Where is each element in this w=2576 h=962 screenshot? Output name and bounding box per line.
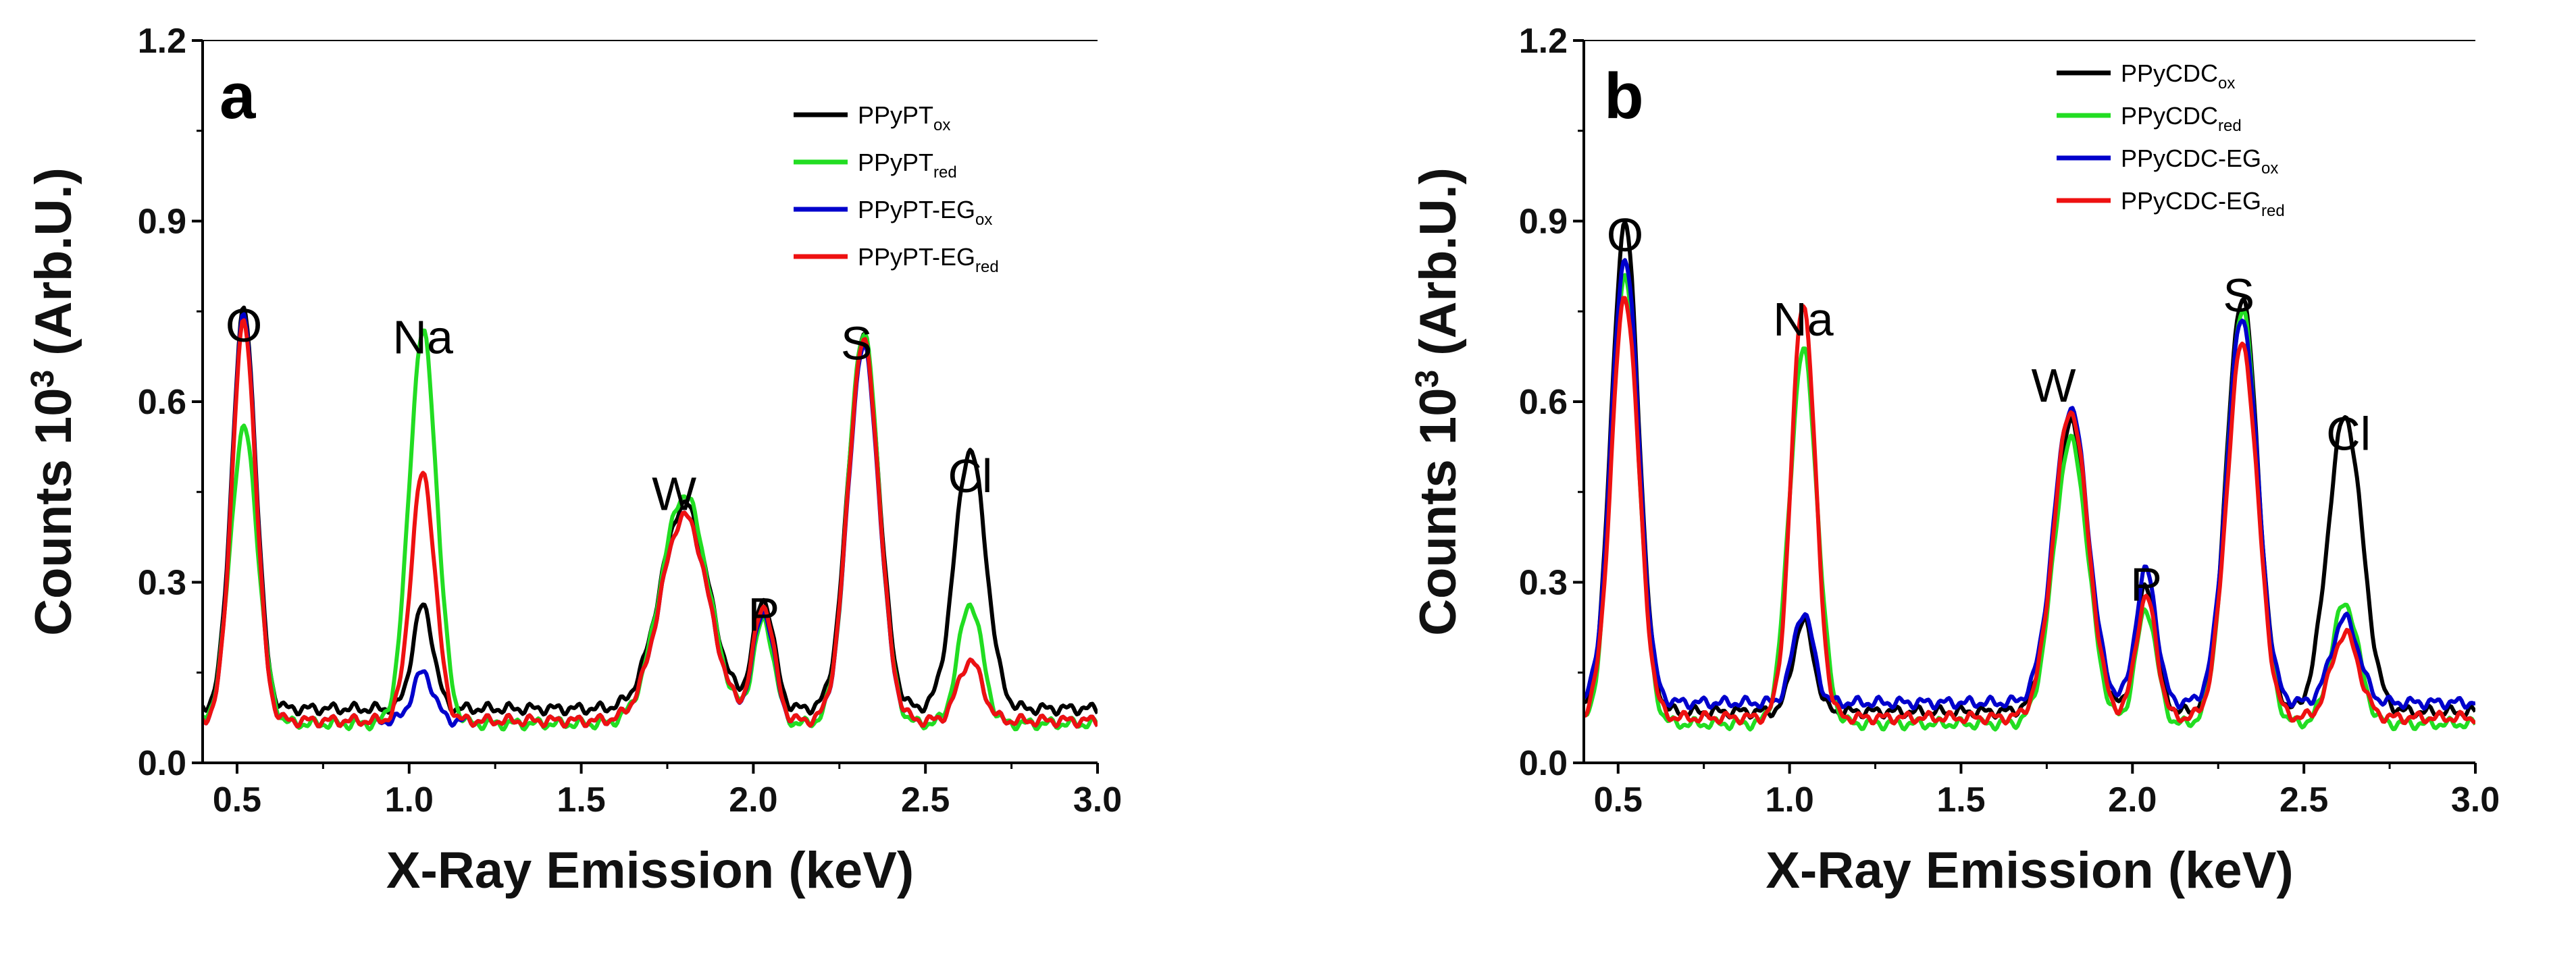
panel-b-peak-label-o: O <box>1607 209 1643 261</box>
panel-b-legend-label: PPyCDC-EGred <box>2121 187 2285 220</box>
panel-b-series-ppycdc-eg-red <box>1584 296 2475 726</box>
panel-a-peak-label-w: W <box>652 468 696 520</box>
panel-b-legend-label: PPyCDC-EGox <box>2121 144 2278 178</box>
panel-b-legend-label: PPyCDCox <box>2121 59 2235 92</box>
panel-b-peak-label-na: Na <box>1773 293 1834 346</box>
panel-a: 0.5 1.0 1.5 2.0 2.5 3.0 0.0 0.3 0.6 0.9 1.2 X-Ray E… <box>25 22 1123 899</box>
panel-a-x-tick-label: 2.0 <box>729 780 777 820</box>
panel-a-legend-label: PPyPT-EGred <box>858 243 999 276</box>
panel-a-x-tick-label: 1.5 <box>557 780 605 820</box>
panel-a-y-tick-label: 0.9 <box>138 203 186 242</box>
panel-b: 0.5 1.0 1.5 2.0 2.5 3.0 0.0 0.3 0.6 0.9 1.2 X-Ray E… <box>1410 22 2500 899</box>
panel-b-x-tick-label: 3.0 <box>2451 780 2500 820</box>
panel-b-letter: b <box>1604 60 1644 132</box>
panel-b-y-tick-label: 0.3 <box>1519 564 1568 603</box>
panel-b-x-tick-label: 2.5 <box>2279 780 2328 820</box>
panel-b-y-tick-label: 1.2 <box>1519 22 1568 61</box>
panel-a-series-ppypt-eg-ox <box>203 312 1098 729</box>
panel-a-series-ppypt-eg-red <box>203 318 1098 729</box>
panel-b-series-ppycdc-red <box>1584 273 2475 732</box>
panel-a-letter: a <box>220 60 256 132</box>
panel-a-y-tick-label: 1.2 <box>138 22 186 61</box>
panel-b-x-tick-label: 1.5 <box>1936 780 1985 820</box>
panel-b-series-ppycdc-eg-ox <box>1584 258 2475 711</box>
panel-a-x-tick-label: 0.5 <box>213 780 261 820</box>
panel-a-x-tick-label: 3.0 <box>1073 780 1122 820</box>
panel-b-y-tick-label: 0.6 <box>1519 383 1568 422</box>
panel-a-peak-label-cl: Cl <box>948 450 992 502</box>
panel-a-legend-label: PPyPT-EGox <box>858 196 992 229</box>
panel-a-x-tick-label: 2.5 <box>901 780 950 820</box>
panel-b-peak-label-s: S <box>2223 269 2255 321</box>
panel-b-y-axis-title: Counts 103 (Arb.U.) <box>1410 167 1468 636</box>
panel-a-y-tick-label: 0.6 <box>138 383 186 422</box>
panel-a-peak-label-s: S <box>841 317 873 370</box>
panel-b-peak-label-w: W <box>2031 359 2076 412</box>
panel-a-x-tick-label: 1.0 <box>385 780 434 820</box>
panel-a-y-tick-label: 0.0 <box>138 744 186 783</box>
panel-b-x-axis-title: X-Ray Emission (keV) <box>1766 842 2293 899</box>
panel-b-peak-label-cl: Cl <box>2326 407 2371 460</box>
panel-a-peak-label-p: P <box>748 588 779 641</box>
panel-a-legend-label: PPyPTred <box>858 149 957 182</box>
panel-b-legend-label: PPyCDCred <box>2121 102 2242 135</box>
panel-a-legend-label: PPyPTox <box>858 101 950 134</box>
panel-a-y-tick-label: 0.3 <box>138 564 186 603</box>
panel-a-x-axis-title: X-Ray Emission (keV) <box>386 842 914 899</box>
panel-b-x-tick-label: 1.0 <box>1765 780 1813 820</box>
panel-b-x-tick-label: 0.5 <box>1594 780 1643 820</box>
panel-b-x-tick-label: 2.0 <box>2108 780 2157 820</box>
panel-a-peak-label-na: Na <box>392 311 453 364</box>
panel-a-peak-label-o: O <box>226 299 262 352</box>
panel-a-series-ppypt-red <box>203 328 1098 732</box>
panel-b-peak-label-p: P <box>2130 558 2162 610</box>
panel-a-y-axis-title: Counts 103 (Arb.U.) <box>25 167 83 636</box>
panel-b-y-tick-label: 0.0 <box>1519 744 1568 783</box>
panel-b-y-tick-label: 0.9 <box>1519 203 1568 242</box>
